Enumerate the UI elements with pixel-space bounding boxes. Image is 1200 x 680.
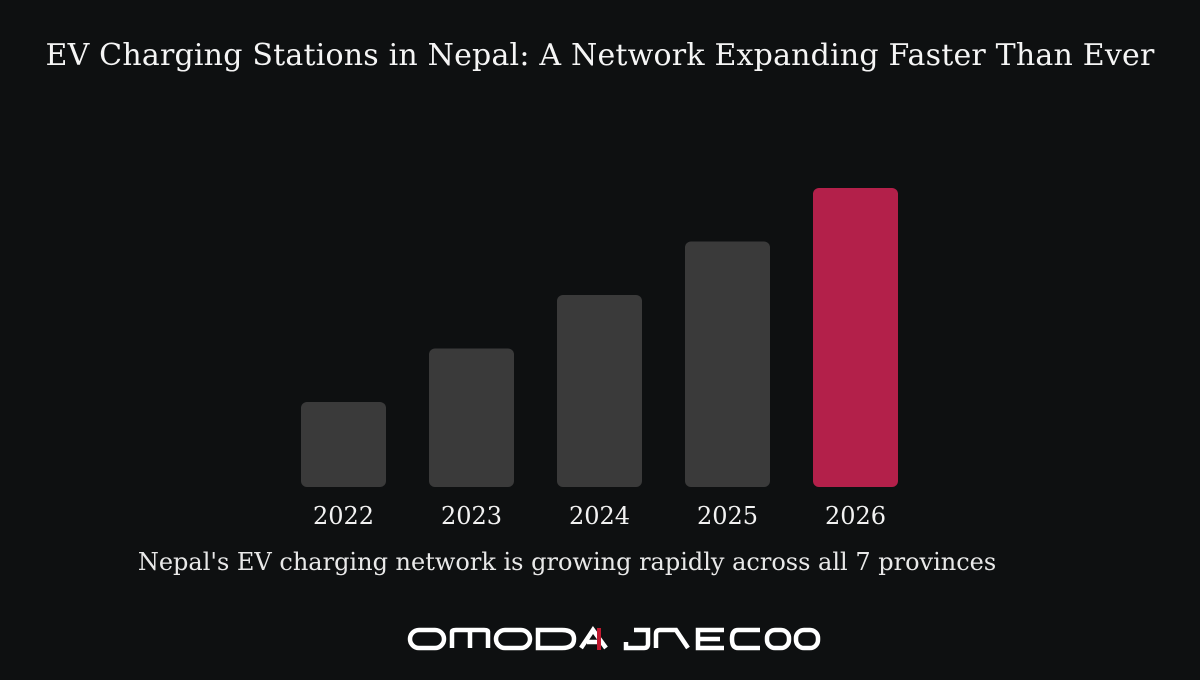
bar-2025: [685, 241, 770, 487]
logo-separator: [597, 628, 601, 650]
chart-title: EV Charging Stations in Nepal: A Network…: [45, 38, 1155, 73]
x-tick-label-2025: 2025: [697, 502, 758, 530]
x-tick-label-2026: 2026: [825, 502, 886, 530]
bar-2023: [429, 348, 514, 487]
x-tick-label-2023: 2023: [441, 502, 502, 530]
bar-2024: [557, 295, 642, 487]
x-tick-label-2022: 2022: [313, 502, 374, 530]
bar-2022: [301, 402, 386, 487]
omoda-jaecoo-logo: [407, 626, 821, 651]
bar-2026: [813, 188, 898, 487]
x-tick-label-2024: 2024: [569, 502, 630, 530]
chart-caption: Nepal's EV charging network is growing r…: [137, 548, 997, 576]
